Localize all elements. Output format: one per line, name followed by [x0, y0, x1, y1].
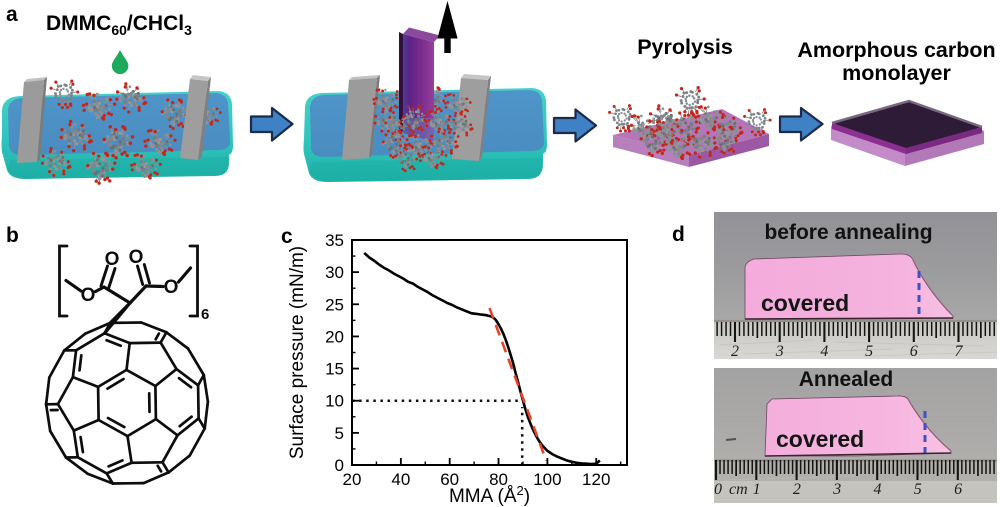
panel-a-graphic — [1, 1, 984, 186]
formula-subscript: 3 — [184, 22, 192, 39]
product-label-line2: monolayer — [842, 61, 951, 86]
paper-bottom-shadow — [764, 452, 952, 457]
droplet-icon — [111, 50, 129, 75]
panel-b-label: b — [6, 224, 19, 247]
process-arrow-2 — [552, 108, 598, 143]
paper-fold-edge — [907, 398, 952, 452]
paper-bottom-shadow — [744, 317, 954, 320]
ruler-number: 0 — [714, 481, 722, 498]
ruler-number: 5 — [865, 343, 874, 359]
process-arrow-1 — [249, 106, 294, 142]
right-bracket — [188, 244, 199, 318]
carbonyl-o-right: O — [129, 247, 144, 268]
x-tick-label: 80 — [489, 470, 508, 489]
photo-annealed: Annealed covered 0 cm 1 2 3 4 5 6 — [714, 368, 997, 503]
x-tick-label: 20 — [343, 470, 362, 489]
ruler-ticks — [714, 460, 995, 480]
solution-formula: DMMC60/CHCl3 — [46, 12, 192, 37]
langmuir-trough-1 — [1, 75, 233, 186]
y-tick-label: 10 — [325, 392, 344, 411]
ruler-number: 2 — [792, 481, 801, 498]
formula-part: DMMC — [46, 12, 112, 35]
photo-before-annealing: before annealing covered 2 3 4 5 6 7 — [714, 212, 997, 359]
barrier-1-left — [17, 77, 47, 163]
y-tick-label: 35 — [325, 231, 344, 250]
ruler-number: cm — [729, 481, 748, 498]
ruler-number: 4 — [820, 343, 829, 359]
covered-label-bottom: covered — [776, 426, 865, 452]
formula-subscript: 60 — [111, 22, 127, 39]
process-arrow-3 — [778, 106, 824, 142]
ruler-number: 4 — [873, 481, 882, 498]
ester-o-right: O — [164, 277, 179, 298]
series-tangent — [488, 307, 548, 461]
y-tick-label: 30 — [325, 263, 344, 282]
x-tick-label: 60 — [440, 470, 459, 489]
ruler-number: 6 — [909, 343, 918, 359]
ruler-number: 3 — [833, 481, 842, 498]
panel-c-label: c — [281, 225, 293, 248]
carbon-monolayer-slab — [831, 99, 984, 166]
ruler-ticks — [716, 322, 996, 342]
x-tick-label: 40 — [391, 470, 410, 489]
y-tick-label: 0 — [335, 456, 344, 475]
carbonyl-o-left: O — [105, 249, 120, 270]
ruler-number: 6 — [954, 481, 963, 498]
ruler-number: 3 — [775, 343, 784, 359]
product-label: Amorphous carbon monolayer — [794, 38, 999, 86]
paper-fold-edge — [912, 259, 954, 317]
y-tick-label: 5 — [335, 424, 344, 443]
formula-part: /CHCl — [126, 12, 185, 35]
fullerene-cage — [44, 321, 210, 485]
oxygen-labels: O O O O — [81, 247, 179, 306]
panel-a-label: a — [6, 3, 18, 26]
y-tick-label: 25 — [325, 295, 344, 314]
photo-top-title: before annealing — [764, 221, 933, 244]
malonate-bonds — [58, 244, 199, 335]
product-label-line1: Amorphous carbon — [797, 38, 996, 62]
isotherm-chart: 20 40 60 80 100 120 0 5 10 15 20 25 30 35 MMA (Å2) Surf… — [287, 231, 628, 507]
pyrolysis-label: Pyrolysis — [637, 35, 733, 59]
y-axis-title: Surface pressure (mN/m) — [287, 246, 308, 459]
pyrolysis-substrate — [607, 85, 773, 167]
lift-arrow — [437, 1, 458, 53]
ruler-number: 1 — [752, 481, 761, 498]
repeat-subscript: 6 — [201, 306, 209, 323]
x-tick-label: 120 — [582, 470, 610, 489]
ruler-number: 7 — [954, 343, 963, 359]
ruler-number: 5 — [913, 481, 922, 498]
scratch-lines — [718, 339, 997, 357]
y-tick-label: 20 — [325, 327, 344, 346]
panel-d-label: d — [672, 223, 685, 246]
covered-label-top: covered — [761, 290, 850, 316]
barrier-1-right — [180, 75, 211, 160]
series-isotherm — [363, 251, 601, 466]
ruler-number: 2 — [731, 343, 739, 359]
x-axis-title: MMA (Å2) — [449, 483, 530, 507]
y-tick-label: 15 — [325, 360, 344, 379]
ester-o-left: O — [81, 285, 96, 306]
x-tick-label: 100 — [533, 470, 561, 489]
surface-mark — [725, 438, 737, 441]
molecular-structure: O O O O 6 — [44, 244, 210, 485]
ruler-lower-body — [714, 481, 997, 503]
langmuir-trough-2 — [303, 27, 547, 182]
left-bracket — [58, 244, 69, 318]
scratch-lines — [723, 475, 997, 494]
photo-bottom-title: Annealed — [798, 368, 894, 391]
